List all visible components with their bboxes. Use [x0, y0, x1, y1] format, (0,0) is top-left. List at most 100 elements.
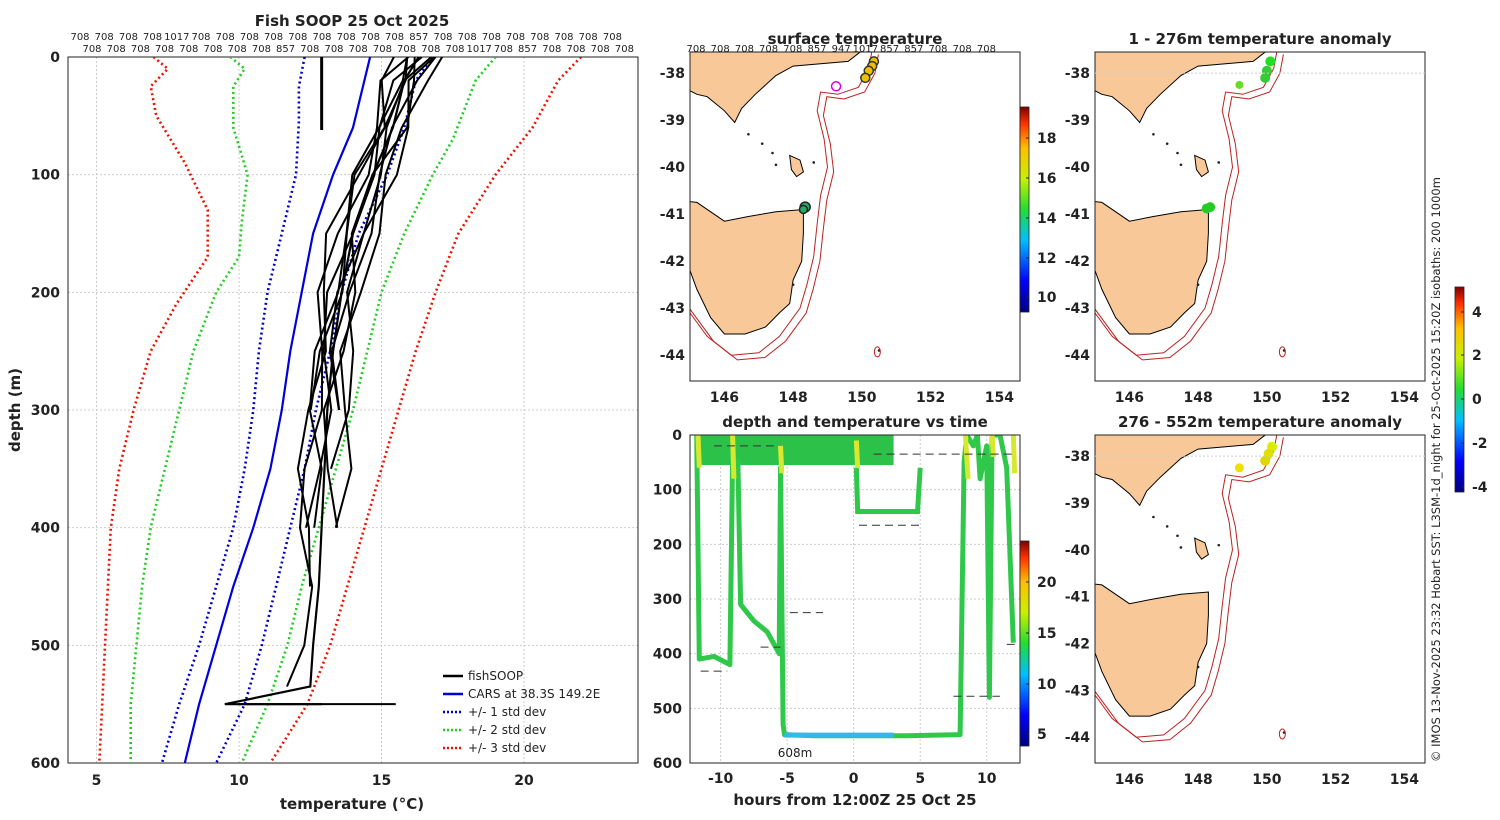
- profile-top-label: 708: [131, 44, 150, 55]
- ts-ytick: 300: [653, 592, 682, 608]
- map-lat-tick: -42: [1065, 254, 1090, 270]
- profile-top-label: 708: [155, 44, 174, 55]
- ts-ytick: 200: [653, 537, 682, 553]
- small-island: [1196, 283, 1200, 286]
- profile-top-label: 708: [433, 32, 452, 43]
- map-content: [1095, 52, 1425, 381]
- ts-warm-segment: [1010, 435, 1018, 474]
- ts-surface-band: [696, 435, 894, 466]
- map-lat-tick: -40: [1065, 543, 1091, 559]
- profile-top-label: 708: [95, 32, 114, 43]
- colorbar-gradient: [1019, 540, 1030, 747]
- ts-xtick: 10: [977, 771, 997, 787]
- surface-map-panel: surface temperature 708 708 708 708 708 857 94…: [660, 30, 1057, 406]
- profile-line: [322, 57, 416, 528]
- isobath-200m: [690, 52, 873, 356]
- map-lon-tick: 152: [1321, 390, 1350, 406]
- profile-top-label: 708: [591, 44, 610, 55]
- ts-warm-segment: [989, 435, 996, 458]
- map-lat-tick: -43: [1065, 301, 1090, 317]
- surface-top-label: 708: [977, 44, 996, 55]
- profile-top-label: 708: [554, 32, 573, 43]
- isobath-1000m: [690, 54, 879, 361]
- profile-top-label: 1017: [164, 32, 189, 43]
- profile-top-label: 857: [276, 44, 295, 55]
- small-island: [1165, 525, 1169, 528]
- map-lat-tick: -39: [1065, 496, 1090, 512]
- ts-warm-segment: [730, 435, 737, 479]
- flinders-island: [1194, 537, 1209, 560]
- legend-std1: +/- 1 std dev: [468, 705, 546, 719]
- profile-ytick: 200: [31, 285, 60, 301]
- seamount: [1278, 346, 1286, 358]
- profile-top-label: 708: [337, 32, 356, 43]
- flinders-island: [789, 154, 804, 178]
- small-island: [774, 163, 778, 167]
- profile-line: [334, 57, 444, 528]
- anomaly-map-1-panel: 1 - 276m temperature anomaly -38 -39 -40 -4…: [1065, 30, 1426, 406]
- colorbar-tick: 4: [1472, 305, 1482, 321]
- legend-fishsoop: fishSOOP: [468, 669, 523, 683]
- profile-grid: [68, 56, 638, 764]
- profile-ylabel: depth (m): [6, 368, 24, 452]
- profile-top-label: 708: [542, 44, 561, 55]
- surface-top-label: 708: [711, 44, 730, 55]
- map-lat-tick: -41: [1065, 590, 1090, 606]
- map-lon-tick: 154: [985, 390, 1014, 406]
- map-data-point: [1235, 80, 1244, 89]
- profile-xtick: 5: [92, 773, 102, 789]
- isobath-1000m: [1095, 54, 1284, 361]
- profile-line: [269, 57, 582, 763]
- profile-ytick: 500: [31, 638, 60, 654]
- ts-ytick: 0: [672, 428, 682, 444]
- profile-top-label: 708: [119, 32, 138, 43]
- profile-top-label: 708: [264, 32, 283, 43]
- ts-depth-track: [853, 467, 923, 515]
- mainland-australia: [1095, 435, 1266, 507]
- surface-map-title: surface temperature: [768, 30, 943, 48]
- surface-top-label: 708: [953, 44, 972, 55]
- isobath-200m: [1095, 435, 1278, 738]
- surface-top-label: 708: [686, 44, 705, 55]
- profile-top-label: 708: [203, 44, 222, 55]
- map-lat-tick: -41: [660, 207, 685, 223]
- map-lat-tick: -42: [660, 254, 685, 270]
- profile-top-label: 708: [421, 44, 440, 55]
- profile-top-label: 708: [300, 44, 319, 55]
- tasmania: [1095, 583, 1209, 717]
- profile-top-label: 708: [349, 44, 368, 55]
- colorbar-tick: 10: [1037, 677, 1057, 693]
- timeseries-annotation: 608m: [778, 746, 813, 760]
- anomaly-map-1: -38 -39 -40 -41 -42 -43 -44 146 148 150 152 154: [1065, 51, 1426, 406]
- colorbar-gradient: [1019, 106, 1030, 313]
- surface-top-label: 708: [928, 44, 947, 55]
- ts-ytick: 600: [653, 756, 682, 772]
- profile-top-label: 708: [530, 32, 549, 43]
- legend-std2: +/- 2 std dev: [468, 723, 546, 737]
- colorbar-tick: 2: [1472, 348, 1482, 364]
- profile-top-label: 708: [228, 44, 247, 55]
- surface-top-label: 857: [880, 44, 899, 55]
- profile-top-label: 708: [615, 44, 634, 55]
- timeseries-xlabel: hours from 12:00Z 25 Oct 25: [733, 791, 976, 809]
- profile-line: [328, 57, 432, 411]
- small-island: [1179, 546, 1183, 549]
- map-data-point: [830, 81, 842, 92]
- anomaly-map-2-panel: 276 - 552m temperature anomaly -38-39-40…: [1065, 286, 1488, 788]
- profile-ytick: 400: [31, 521, 60, 537]
- map-lon-tick: 152: [1321, 772, 1350, 788]
- small-island: [1152, 515, 1155, 519]
- mainland-australia: [1095, 52, 1266, 124]
- seamount: [1278, 728, 1286, 740]
- colorbar-tick: -4: [1472, 480, 1488, 496]
- ts-xtick: -5: [779, 771, 795, 787]
- profile-top-label: 1017: [466, 44, 491, 55]
- map-lon-tick: 148: [1184, 390, 1213, 406]
- profile-top-label: 708: [603, 32, 622, 43]
- map-data-point: [1260, 455, 1271, 466]
- profile-line: [308, 57, 409, 528]
- colorbar-tick: 12: [1037, 251, 1056, 267]
- map-lat-tick: -43: [660, 301, 685, 317]
